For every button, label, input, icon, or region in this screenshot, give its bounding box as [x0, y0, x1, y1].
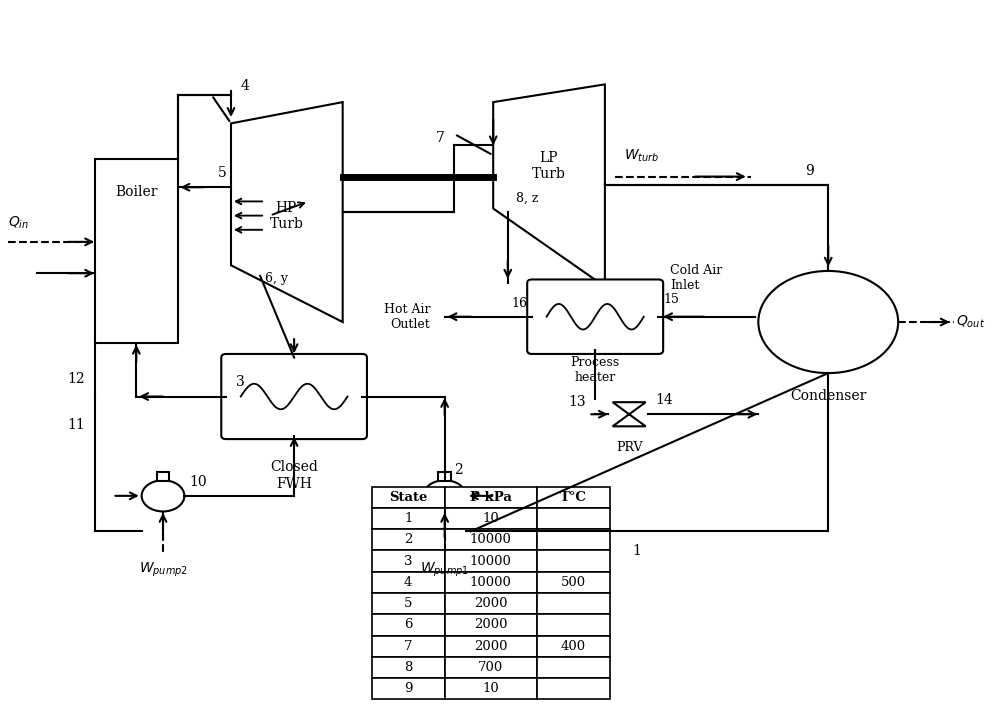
Circle shape — [142, 480, 185, 511]
Bar — [157, 472, 170, 481]
Bar — [537, 529, 610, 551]
Bar — [537, 614, 610, 636]
Bar — [537, 657, 610, 678]
Bar — [444, 657, 537, 678]
Text: P kPa: P kPa — [470, 490, 512, 504]
Polygon shape — [493, 84, 605, 287]
Bar — [444, 529, 537, 551]
Bar — [444, 593, 537, 614]
Bar — [444, 678, 537, 699]
Bar — [372, 529, 444, 551]
Text: 5: 5 — [217, 166, 226, 180]
Text: 1: 1 — [404, 512, 413, 525]
Text: 12: 12 — [67, 372, 85, 386]
Text: 7: 7 — [404, 640, 413, 653]
Text: 4: 4 — [241, 79, 250, 94]
Bar — [537, 593, 610, 614]
Polygon shape — [231, 102, 342, 322]
Text: 2000: 2000 — [474, 618, 508, 631]
Bar — [372, 593, 444, 614]
Text: HP
Turb: HP Turb — [270, 200, 304, 231]
Bar — [372, 614, 444, 636]
Text: 10000: 10000 — [470, 576, 512, 589]
Bar — [372, 572, 444, 593]
Bar — [537, 678, 610, 699]
Text: 1: 1 — [632, 544, 641, 558]
Text: 15: 15 — [664, 293, 680, 306]
Bar — [537, 487, 610, 508]
Text: LP
Turb: LP Turb — [532, 151, 565, 181]
Bar — [372, 551, 444, 572]
Text: 700: 700 — [478, 661, 503, 674]
Text: 10: 10 — [482, 682, 499, 695]
Bar — [372, 487, 444, 508]
Text: 5: 5 — [404, 597, 413, 610]
Text: 6, y: 6, y — [265, 272, 288, 285]
Text: 16: 16 — [511, 297, 527, 310]
Text: 13: 13 — [567, 395, 585, 408]
Text: Hot Air
Outlet: Hot Air Outlet — [384, 302, 431, 331]
Text: 2000: 2000 — [474, 597, 508, 610]
Text: T°C: T°C — [559, 490, 586, 504]
Text: $W_{pump1}$: $W_{pump1}$ — [421, 561, 469, 579]
Text: 10: 10 — [189, 475, 207, 489]
Bar — [537, 508, 610, 529]
Circle shape — [758, 271, 898, 373]
Text: PRV: PRV — [616, 440, 643, 453]
Text: Closed
FWH: Closed FWH — [270, 460, 318, 490]
Bar — [444, 572, 537, 593]
Text: 10000: 10000 — [470, 533, 512, 546]
Bar — [444, 614, 537, 636]
Bar — [537, 551, 610, 572]
Bar — [372, 678, 444, 699]
Bar — [444, 636, 537, 657]
Bar — [444, 487, 537, 508]
FancyBboxPatch shape — [527, 280, 664, 354]
Text: 6: 6 — [404, 618, 413, 631]
Text: 14: 14 — [656, 393, 674, 407]
Text: Cold Air
Inlet: Cold Air Inlet — [670, 264, 722, 292]
Bar — [444, 551, 537, 572]
FancyBboxPatch shape — [221, 354, 367, 439]
Text: 500: 500 — [560, 576, 586, 589]
Text: Condenser: Condenser — [790, 389, 866, 403]
Text: 2: 2 — [404, 533, 413, 546]
Text: 8: 8 — [404, 661, 413, 674]
Text: 400: 400 — [560, 640, 586, 653]
Circle shape — [424, 480, 466, 511]
Text: $Q_{in}$: $Q_{in}$ — [8, 214, 29, 231]
Bar — [537, 636, 610, 657]
Text: 2: 2 — [454, 463, 463, 477]
Text: 9: 9 — [805, 164, 813, 178]
Bar — [372, 657, 444, 678]
Text: 3: 3 — [404, 555, 413, 568]
Text: $W_{turb}$: $W_{turb}$ — [624, 147, 660, 164]
Text: 7: 7 — [435, 131, 444, 144]
Text: 8, z: 8, z — [516, 192, 538, 205]
Text: Process
heater: Process heater — [570, 356, 620, 384]
Text: $Q_{out}$: $Q_{out}$ — [956, 314, 986, 330]
Text: 10: 10 — [482, 512, 499, 525]
Text: 4: 4 — [404, 576, 413, 589]
Bar — [372, 636, 444, 657]
Text: 3: 3 — [236, 375, 245, 390]
Text: 2000: 2000 — [474, 640, 508, 653]
Text: 9: 9 — [404, 682, 413, 695]
Text: 11: 11 — [67, 418, 85, 432]
Bar — [95, 159, 178, 343]
Text: State: State — [389, 490, 428, 504]
Text: 10000: 10000 — [470, 555, 512, 568]
Bar — [372, 508, 444, 529]
Text: Boiler: Boiler — [115, 185, 158, 199]
Bar — [537, 572, 610, 593]
Polygon shape — [613, 403, 646, 426]
Bar — [438, 472, 451, 481]
Text: $W_{pump2}$: $W_{pump2}$ — [139, 561, 187, 579]
Bar — [444, 508, 537, 529]
